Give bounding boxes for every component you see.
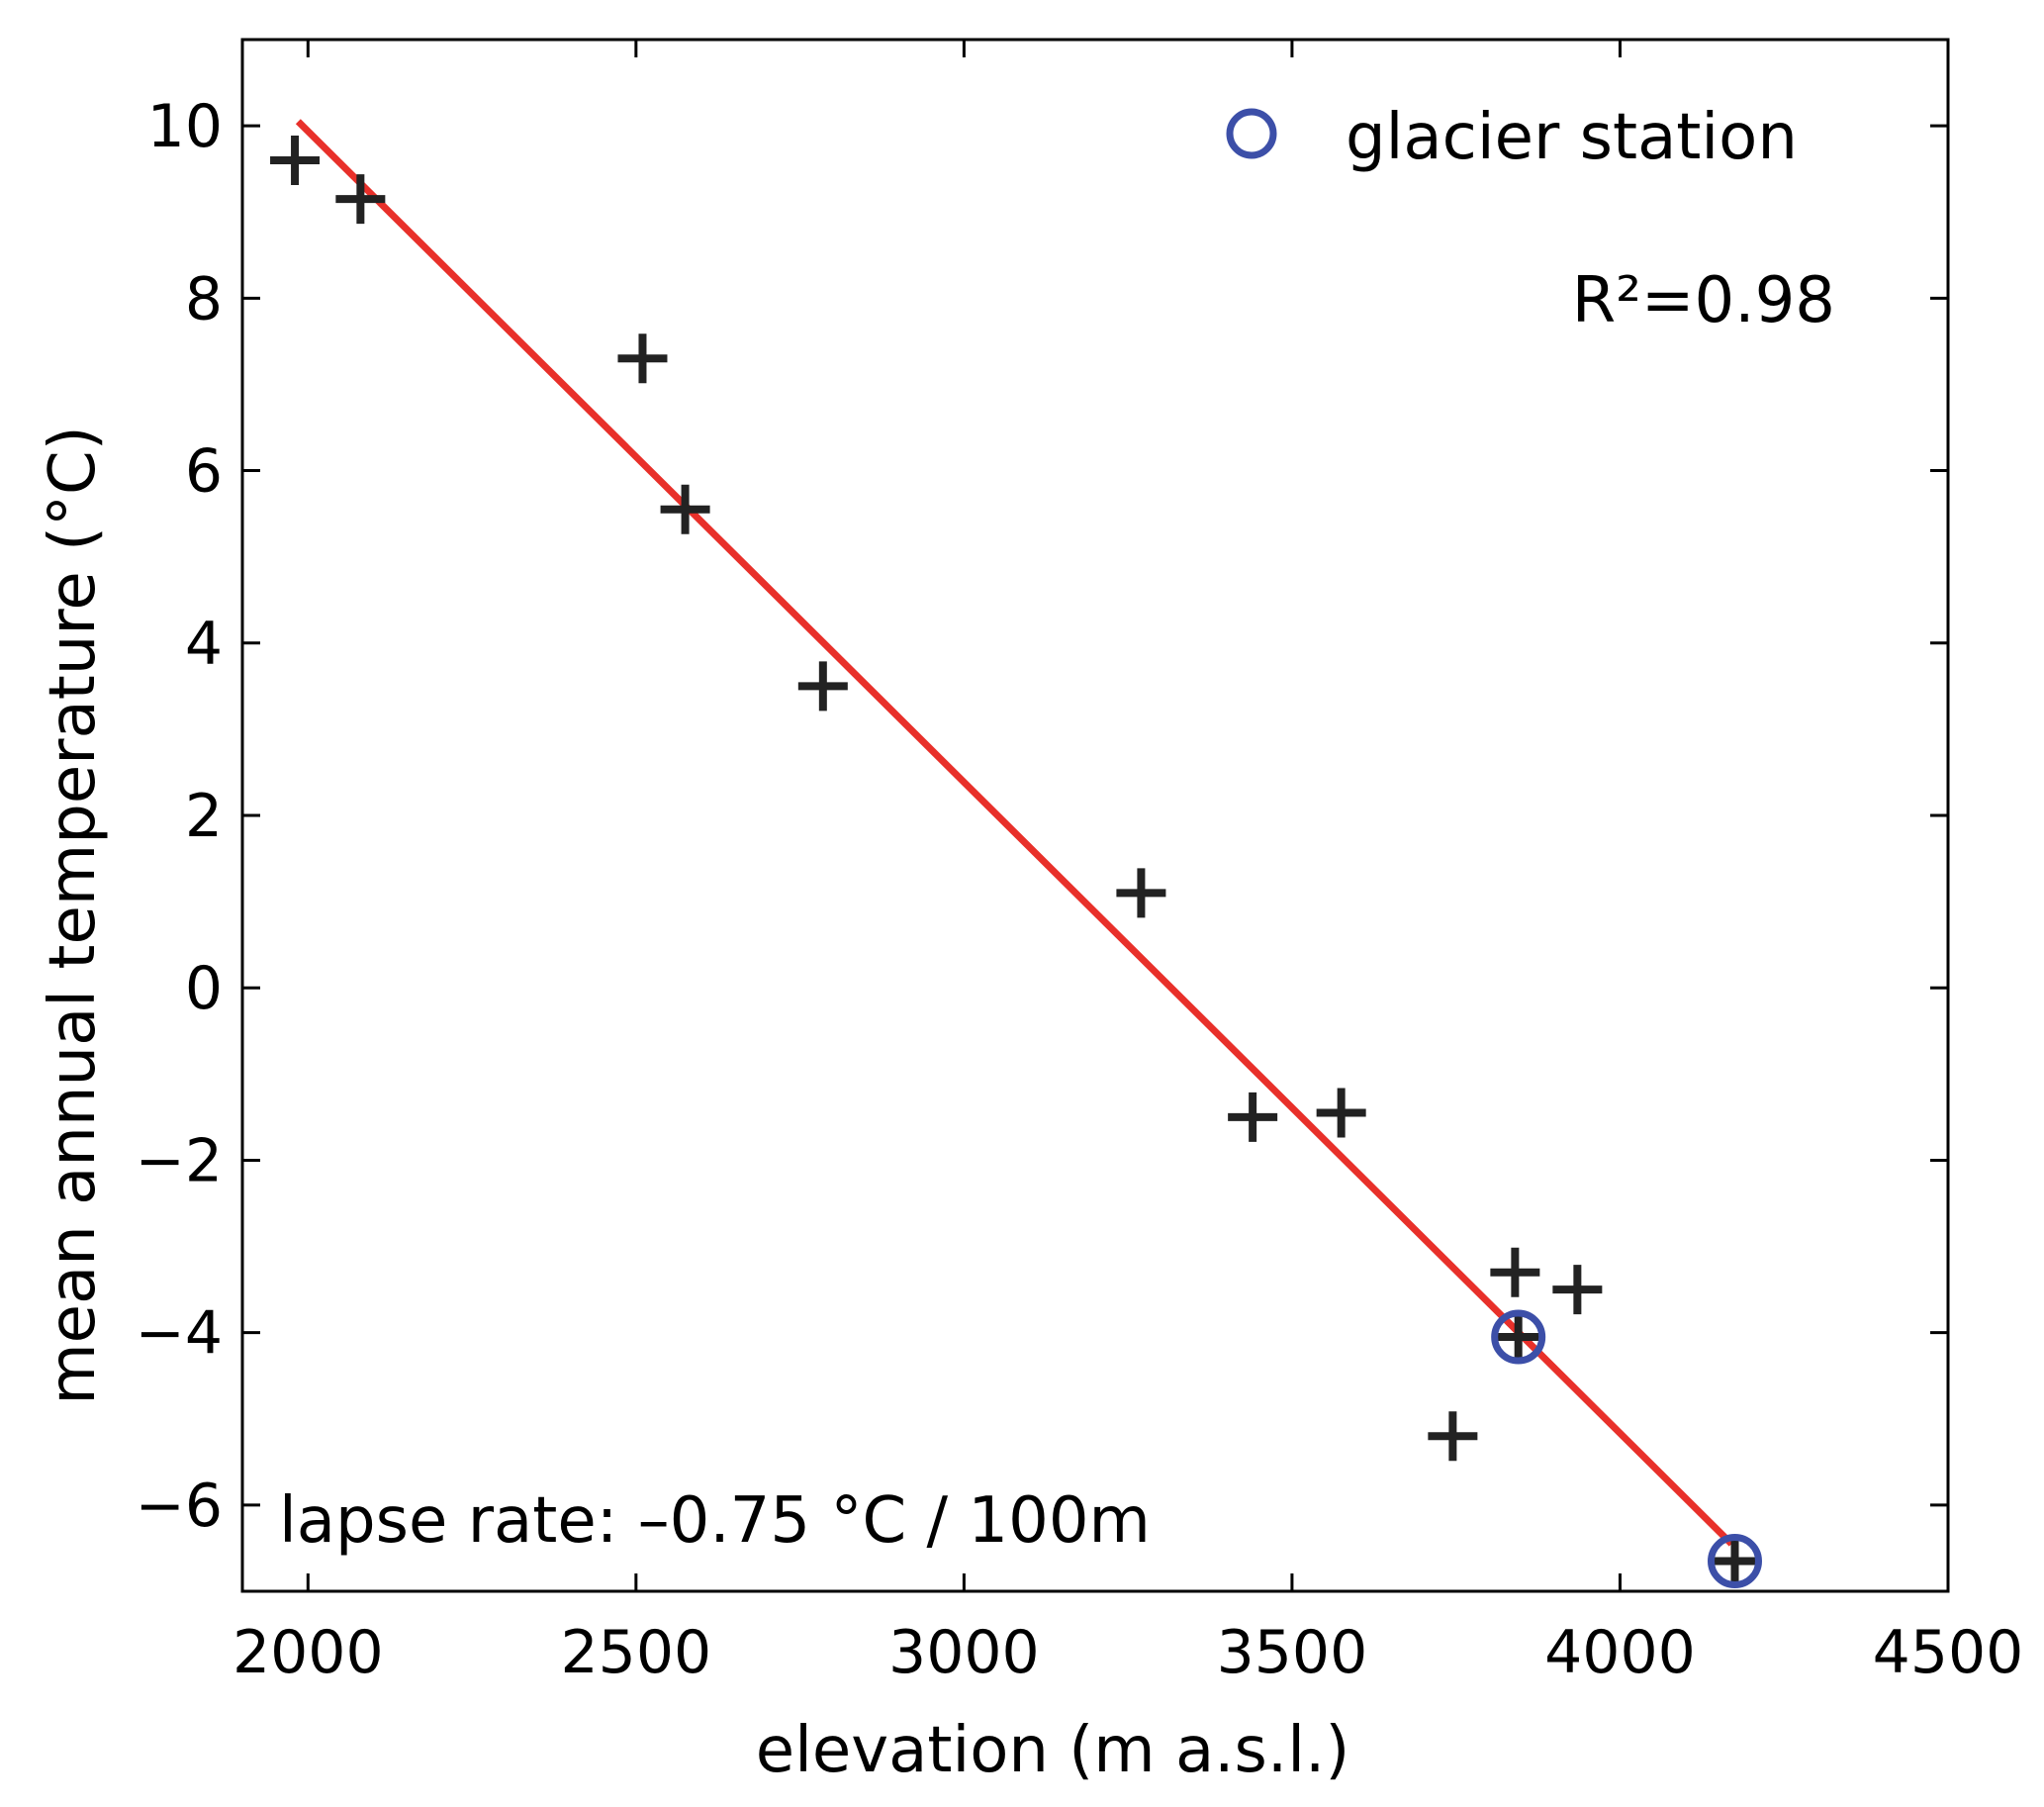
point-3 (660, 484, 710, 534)
x-tick-label-2000: 2000 (232, 1618, 384, 1687)
x-tick-label-3000: 3000 (888, 1618, 1040, 1687)
y-tick-labels: −6 −4 −2 0 2 4 6 8 10 (136, 92, 223, 1541)
glacier-station-markers (1491, 1309, 1762, 1589)
y-tick-label-6: 6 (185, 437, 223, 507)
y-tick-label-7: 8 (185, 264, 223, 333)
y-tick-label-5: 4 (185, 610, 223, 679)
point-7 (1316, 1088, 1366, 1138)
axis-ticks (242, 40, 1950, 1591)
y-tick-label-4: 2 (185, 782, 223, 851)
x-tick-label-4500: 4500 (1873, 1618, 2024, 1687)
point-6 (1228, 1092, 1278, 1142)
r2-annotation: R²=0.98 (1572, 264, 1835, 337)
y-axis-label: mean annual temperature (°C) (37, 426, 110, 1404)
point-2 (617, 333, 668, 384)
y-tick-label-2: −2 (136, 1126, 223, 1195)
legend-glacier-marker (1226, 108, 1277, 159)
point-5 (1116, 868, 1166, 918)
point-12 (1710, 1536, 1760, 1586)
point-4 (797, 661, 848, 712)
y-tick-label-3: 0 (185, 954, 223, 1023)
x-axis-label: elevation (m a.s.l.) (756, 1714, 1350, 1787)
x-tick-label-2500: 2500 (560, 1618, 711, 1687)
glacier-station-0 (1491, 1309, 1546, 1365)
point-8 (1490, 1247, 1540, 1297)
x-tick-label-4000: 4000 (1544, 1618, 1696, 1687)
data-points (270, 135, 1760, 1586)
glacier-station-1 (1708, 1534, 1762, 1589)
y-tick-label-8: 10 (147, 92, 223, 161)
point-10 (1428, 1411, 1478, 1462)
y-tick-label-1: −4 (136, 1299, 223, 1369)
x-tick-labels: 2000 2500 3000 3500 4000 4500 (232, 1618, 2023, 1687)
fit-line (295, 119, 1734, 1547)
lapse-rate-annotation: lapse rate: –0.75 °C / 100m (279, 1484, 1151, 1558)
point-0 (270, 135, 321, 185)
y-tick-label-0: −6 (136, 1472, 223, 1541)
legend-glacier-label: glacier station (1346, 101, 1798, 174)
point-11 (1493, 1312, 1543, 1363)
point-1 (335, 174, 386, 225)
x-tick-label-3500: 3500 (1217, 1618, 1368, 1687)
plot-area (240, 38, 1950, 1593)
point-9 (1552, 1265, 1603, 1315)
